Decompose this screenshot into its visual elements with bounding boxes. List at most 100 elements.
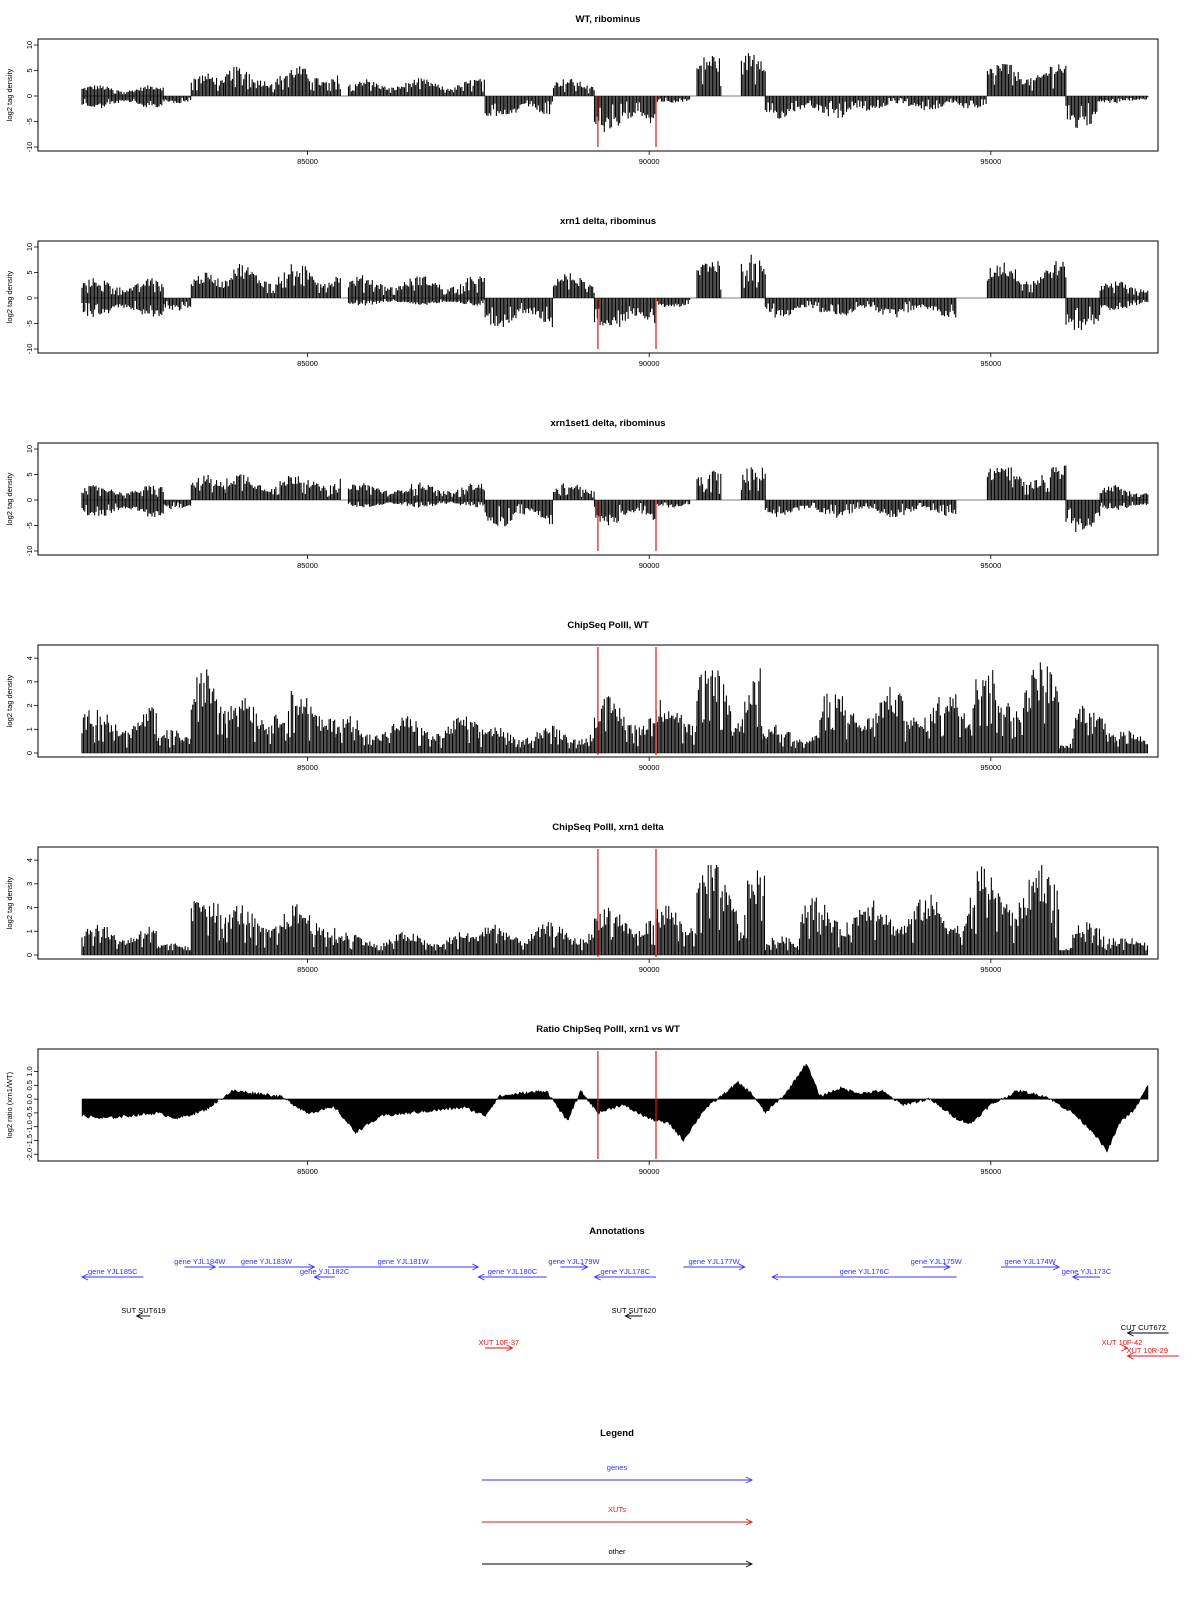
data-bars [81,53,1149,132]
y-tick-label: -5 [25,118,34,125]
annotations-panel: Annotations [589,1226,644,1237]
plot-frame [37,1048,1159,1162]
y-tick-label: 10 [25,41,34,49]
panel-chipseq-wt: ChipSeq PolII, WT log2 tag density [5,620,649,727]
chart-1: -10 -5 0 5 10 85000 90000 95000 [25,240,1159,368]
feature-arrowhead [581,1263,589,1271]
y-tick-label: 4 [25,656,34,660]
y-tick-label: 2 [25,703,34,707]
legend-arrowhead [745,1476,754,1484]
data-bars [81,864,1148,955]
x-tick-label: 85000 [297,1167,318,1176]
annotation-features: gene YJL185C gene YJL184W gene YJL183W gene… [80,1257,1179,1360]
x-tick-label: 90000 [639,561,660,570]
data-bars [81,254,1149,331]
y-tick-label: 0.0 [25,1094,34,1104]
feature-label: XUT 10F-37 [478,1338,519,1347]
panel-ratio: Ratio ChipSeq PolII, xrn1 vs WT log2 rat… [5,1024,680,1138]
chart-0: -10 -5 0 5 10 85000 90000 95000 [25,38,1159,166]
y-axis-label: log2 tag density [5,270,14,323]
feature-arrowhead [593,1273,601,1281]
legend-label-other: other [608,1547,626,1556]
y-tick-label: 1 [25,727,34,731]
legend-panel: Legend genes XUTs other [600,1428,634,1556]
x-tick-label: 85000 [297,561,318,570]
y-axis-label: log2 tag density [5,674,14,727]
feature-label: SUT SUT619 [121,1306,165,1315]
y-tick-label: 0 [25,94,34,98]
y-axis-label: log2 tag density [5,472,14,525]
y-tick-label: 0 [25,498,34,502]
y-axis-label: log2 tag density [5,876,14,929]
y-tick-label: 1.0 [25,1066,34,1076]
feature-label: gene YJL176C [840,1267,890,1276]
y-tick-label: -10 [25,546,34,557]
y-tick-label: -2.0 [25,1148,34,1161]
feature-arrowhead [477,1273,485,1281]
feature-label: gene YJL183W [241,1257,293,1266]
x-tick-label: 85000 [297,157,318,166]
feature-arrowhead [1121,1344,1129,1352]
y-tick-label: 3 [25,882,34,886]
y-tick-label: -10 [25,142,34,153]
feature-label: gene YJL180C [488,1267,538,1276]
feature-arrowhead [313,1273,321,1281]
x-tick-label: 95000 [980,157,1001,166]
panel-title: xrn1set1 delta, ribominus [550,418,665,429]
y-tick-label: 4 [25,858,34,862]
panel-title: Ratio ChipSeq PolII, xrn1 vs WT [536,1024,680,1035]
data-bars [81,465,1149,533]
legend-arrows [482,1476,754,1568]
x-tick-label: 95000 [980,561,1001,570]
y-tick-label: 3 [25,680,34,684]
feature-arrowhead [771,1273,779,1281]
chart-3: 0 1 2 3 4 85000 90000 95000 [25,644,1159,772]
y-tick-label: 0 [25,953,34,957]
feature-label: gene YJL182C [300,1267,350,1276]
feature-arrowhead [472,1263,480,1271]
x-tick-label: 95000 [980,763,1001,772]
feature-label: gene YJL179W [548,1257,600,1266]
x-tick-label: 85000 [297,965,318,974]
y-tick-label: -1.5 [25,1134,34,1147]
x-tick-label: 90000 [639,763,660,772]
panel-title: WT, ribominus [576,14,641,25]
annotations-title: Annotations [589,1226,644,1237]
feature-arrowhead [1126,1352,1134,1360]
panel-xrn1-ribominus: xrn1 delta, ribominus log2 tag density [5,216,656,323]
feature-label: gene YJL174W [1005,1257,1057,1266]
feature-arrowhead [135,1312,143,1320]
y-tick-label: 0 [25,751,34,755]
feature-arrowhead [308,1263,316,1271]
y-tick-label: 1 [25,929,34,933]
plot-frame [37,644,1159,758]
feature-label: SUT SUT620 [612,1306,656,1315]
y-tick-label: -10 [25,344,34,355]
feature-arrowhead [209,1263,217,1271]
feature-label: XUT 10F-42 [1102,1338,1143,1347]
feature-label: gene YJL185C [88,1267,138,1276]
plot-frame [37,442,1159,556]
feature-label: gene YJL173C [1062,1267,1112,1276]
feature-label: gene YJL175W [911,1257,963,1266]
x-tick-label: 85000 [297,763,318,772]
legend-arrowhead [745,1560,754,1568]
y-tick-label: -0.5 [25,1106,34,1119]
legend-label-genes: genes [607,1463,628,1472]
y-axis-label: log2 tag density [5,68,14,121]
feature-label: XUT 10R-29 [1126,1346,1168,1355]
plot-frame [37,846,1159,960]
feature-arrowhead [738,1263,746,1271]
legend-arrowhead [745,1518,754,1526]
feature-arrowhead [1126,1329,1134,1337]
legend-title: Legend [600,1428,634,1439]
feature-arrowhead [943,1263,951,1271]
y-tick-label: 2 [25,905,34,909]
chart-4: 0 1 2 3 4 85000 90000 95000 [25,846,1159,974]
x-tick-label: 90000 [639,1167,660,1176]
panel-xrn1set1-ribominus: xrn1set1 delta, ribominus log2 tag densi… [5,418,666,525]
feature-label: gene YJL184W [174,1257,226,1266]
data-bars [81,662,1148,753]
feature-arrowhead [80,1273,89,1281]
